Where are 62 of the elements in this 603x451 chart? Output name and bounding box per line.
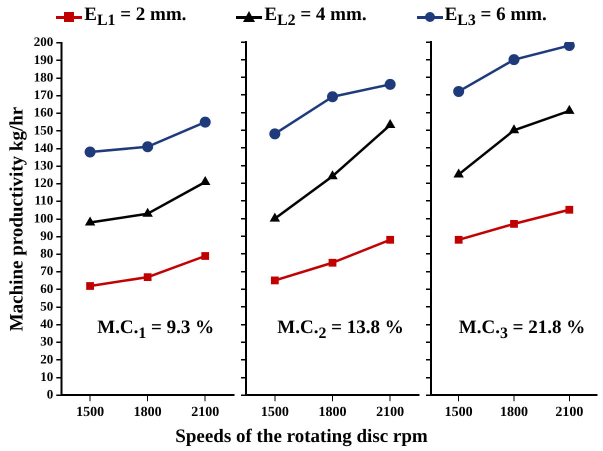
x-tick-label: 1500 (444, 405, 473, 420)
y-tick-label: 30 (40, 334, 54, 349)
y-tick-label: 190 (34, 52, 54, 67)
y-tick-label: 110 (34, 192, 54, 208)
point (142, 208, 153, 217)
annotation: M.C.$_{1}$ = 9.3 % (97, 317, 214, 343)
point (453, 86, 464, 97)
point (84, 216, 96, 226)
point (564, 42, 575, 52)
annotation: M.C.$_{3}$ = 21.8 % (458, 317, 586, 343)
y-tick-label: 0 (46, 386, 54, 402)
y-tick-label: 20 (40, 351, 54, 366)
y-tick-label: 120 (34, 175, 54, 190)
annotation: M.C.$_{2}$ = 13.8 % (277, 317, 404, 343)
y-tick-label: 40 (40, 316, 54, 332)
legend-label: E$_{L1}$ = 2 mm. (84, 4, 186, 30)
point (270, 212, 280, 222)
x-tick-label: 1800 (134, 405, 162, 420)
y-tick-label: 160 (34, 104, 54, 120)
x-tick-label: 1500 (76, 405, 104, 420)
point (328, 258, 336, 267)
y-tick-label: 130 (34, 158, 54, 172)
legend-label: E$_{L3}$ = 6 mm. (444, 4, 547, 30)
legend-label: E$_{L2}$ = 4 mm. (264, 4, 367, 30)
x-tick-label: 2100 (376, 405, 404, 420)
point (142, 141, 154, 152)
x-tick-label: 2100 (191, 405, 220, 420)
y-axis-title: Machine productivity kg/hr (6, 106, 28, 332)
y-tick-label: 140 (34, 140, 54, 155)
point (510, 220, 518, 228)
point (144, 273, 152, 282)
x-tick-label: 1800 (318, 405, 346, 420)
point (201, 252, 210, 260)
y-tick-label: 50 (40, 298, 54, 314)
point (386, 236, 394, 244)
x-tick-label: 2100 (555, 405, 584, 420)
y-tick-label: 200 (34, 34, 54, 50)
y-tick-label: 150 (34, 122, 54, 138)
point (384, 78, 396, 90)
point (327, 91, 338, 102)
point (565, 206, 574, 214)
x-tick-label: 1800 (500, 405, 528, 420)
point (200, 116, 211, 128)
point (200, 176, 210, 185)
x-tick-label: 1500 (260, 405, 289, 420)
y-tick-label: 100 (34, 210, 54, 226)
x-axis-title: Speeds of the rotating disc rpm (174, 426, 429, 448)
point (508, 54, 520, 66)
point (270, 276, 279, 284)
y-tick-label: 60 (40, 280, 54, 296)
point (384, 119, 396, 128)
y-tick-label: 70 (40, 263, 54, 278)
point (327, 170, 338, 180)
y-tick-label: 90 (40, 228, 54, 243)
y-tick-label: 170 (34, 87, 54, 102)
point (86, 282, 94, 290)
point (454, 236, 463, 244)
y-tick-label: 180 (34, 69, 54, 84)
point (84, 146, 96, 158)
y-tick-label: 10 (40, 368, 54, 384)
y-tick-label: 80 (40, 246, 54, 261)
point (269, 128, 280, 140)
